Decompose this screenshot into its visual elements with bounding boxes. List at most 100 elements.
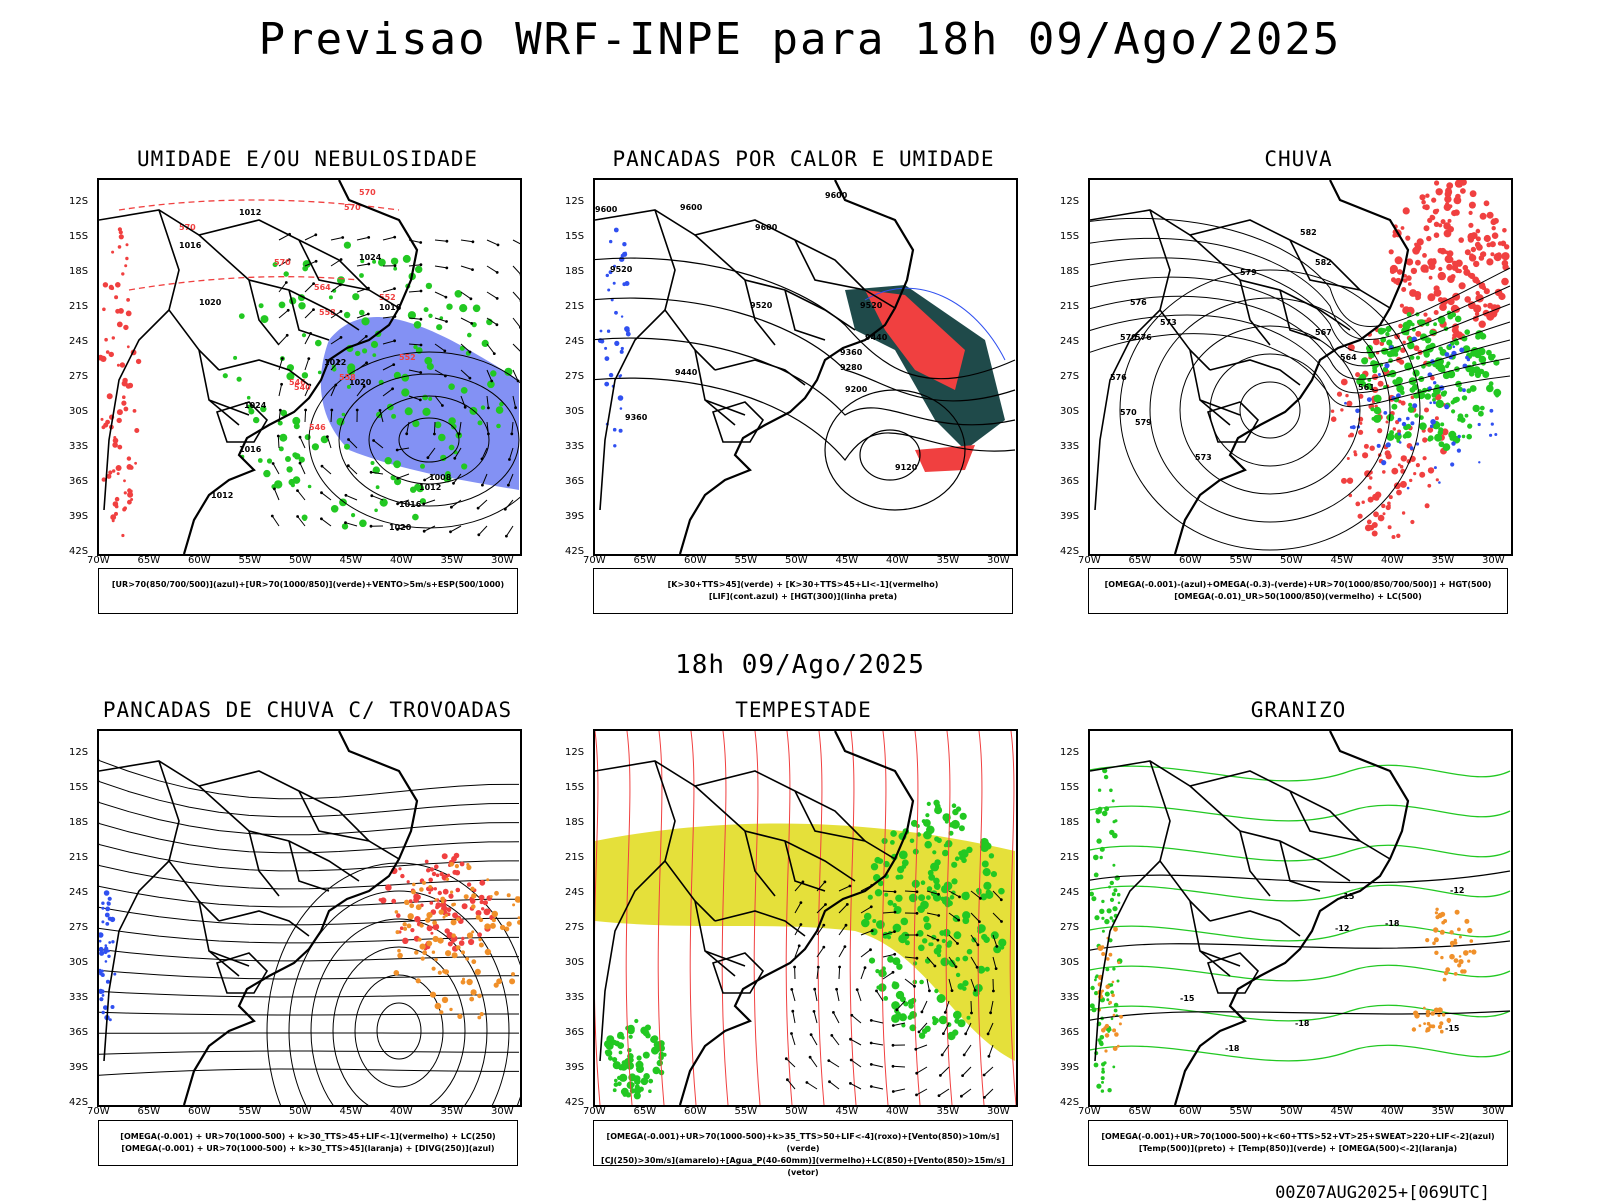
rain-red xyxy=(1337,392,1342,397)
lat-tick-label: 33S xyxy=(1060,441,1079,452)
wind-vector-head xyxy=(449,530,452,533)
thickness-mark xyxy=(124,264,127,267)
rain-red xyxy=(1382,470,1386,474)
panel-3-title: CHUVA xyxy=(1088,147,1509,171)
wind-vector-head xyxy=(813,1010,816,1013)
wind-vector-head xyxy=(915,1072,918,1075)
low-humidity-mark xyxy=(233,356,237,360)
rain-red xyxy=(1377,428,1382,433)
wind-850-mark xyxy=(925,813,929,817)
wind-850-mark xyxy=(991,931,999,939)
panel-5-title: TEMPESTADE xyxy=(593,698,1014,722)
lat-tick-label: 39S xyxy=(1060,1062,1079,1073)
temp-850-mark xyxy=(1098,1038,1102,1042)
rain-red xyxy=(1468,223,1473,228)
wind-850-mark xyxy=(953,1011,962,1020)
wind-850-mark xyxy=(901,932,909,940)
rain-red xyxy=(1488,259,1493,264)
wind-vector-head xyxy=(379,409,382,412)
wind-vector xyxy=(839,967,840,979)
wind-vector-head xyxy=(809,1056,812,1059)
rain-green xyxy=(1441,391,1447,397)
rain-red xyxy=(1415,260,1421,266)
wind-vector-head xyxy=(433,433,436,436)
lon-tick-label: 35W xyxy=(441,1106,464,1117)
thunderstorm-red xyxy=(402,938,408,944)
contour-label: 579 xyxy=(1135,418,1152,427)
streamline xyxy=(99,989,519,998)
rain-green xyxy=(1433,322,1437,326)
rain-green xyxy=(1387,414,1394,421)
contour-label: 552 xyxy=(399,353,416,362)
low-humidity-mark xyxy=(401,374,409,382)
legend-line: [OMEGA(-0.001)-(azul)+OMEGA(-0.3)-(verde… xyxy=(1089,579,1507,591)
temp-850-contour xyxy=(1090,805,1510,821)
wind-vector-head xyxy=(893,930,896,933)
low-humidity-mark xyxy=(422,395,428,401)
wind-850-mark xyxy=(919,1033,925,1039)
lat-tick-label: 12S xyxy=(1060,747,1079,758)
rain-green xyxy=(1374,395,1382,403)
lon-tick-label: 65W xyxy=(138,1106,161,1117)
wind-850-mark xyxy=(909,894,918,903)
rain-green xyxy=(1489,381,1494,386)
rain-red xyxy=(1395,256,1403,264)
low-humidity-mark xyxy=(424,307,429,312)
wind-vector-head xyxy=(956,942,959,945)
thunderstorm-red xyxy=(462,903,468,909)
lon-tick-label: 70W xyxy=(583,555,606,566)
wind-vector-head xyxy=(279,409,282,412)
divergence-mark xyxy=(111,940,114,943)
thickness-mark xyxy=(122,381,128,387)
low-humidity-mark xyxy=(448,383,455,390)
thunderstorm-orange xyxy=(480,1012,484,1016)
rain-red xyxy=(1480,213,1487,220)
wind-vector-head xyxy=(365,335,368,338)
contour-label: -12 xyxy=(1450,886,1464,895)
legend-line: [Temp(500)](preto) + [Temp(850)](verde) … xyxy=(1089,1143,1507,1155)
rain-red xyxy=(1399,360,1404,365)
divergence-mark xyxy=(108,941,111,944)
wind-vector-head xyxy=(964,1032,967,1035)
lon-tick-label: 70W xyxy=(87,1106,110,1117)
omega-orange xyxy=(1440,930,1445,935)
wind-vector-head xyxy=(961,1074,964,1077)
rain-red xyxy=(1370,446,1375,451)
thunderstorm-orange xyxy=(462,978,465,981)
wind-850-mark xyxy=(928,942,932,946)
wind-850-mark xyxy=(936,944,942,950)
country-border xyxy=(1190,901,1230,976)
wind-vector xyxy=(506,526,513,536)
wind-850-mark xyxy=(982,861,989,868)
wind-vector xyxy=(278,436,279,448)
wind-850-mark xyxy=(983,936,990,943)
wind-vector xyxy=(505,500,513,509)
lif-contour-mark xyxy=(613,444,616,447)
wind-vector xyxy=(461,292,471,299)
low-humidity-mark xyxy=(385,457,392,464)
wind-vector-head xyxy=(396,477,399,480)
wind-850-mark xyxy=(983,882,991,890)
rain-red xyxy=(1397,269,1403,275)
omega-orange xyxy=(1449,954,1455,960)
wind-vector-head xyxy=(822,924,825,927)
omega-orange xyxy=(1455,910,1460,915)
wind-vector-head xyxy=(372,439,375,442)
country-border xyxy=(655,210,715,370)
thunderstorm-red xyxy=(427,925,433,931)
thunderstorm-red xyxy=(434,887,437,890)
map-granizo: -12-15-12-18-18-15-18-15 xyxy=(1088,729,1513,1107)
contour-label: 567 xyxy=(1315,328,1332,337)
temp-850-mark xyxy=(1110,990,1114,994)
rain-red xyxy=(1492,218,1496,222)
wind-vector-head xyxy=(393,339,396,342)
wind-vector-head xyxy=(786,1078,789,1081)
lat-tick-label: 18S xyxy=(69,817,88,828)
rain-blue xyxy=(1457,449,1461,453)
omega-orange xyxy=(1105,985,1110,990)
wind-vector-head xyxy=(870,1063,873,1066)
low-humidity-mark xyxy=(359,520,367,528)
rain-red xyxy=(1389,495,1393,499)
lat-tick-label: 30S xyxy=(1060,406,1079,417)
wind-850-mark xyxy=(962,911,970,919)
